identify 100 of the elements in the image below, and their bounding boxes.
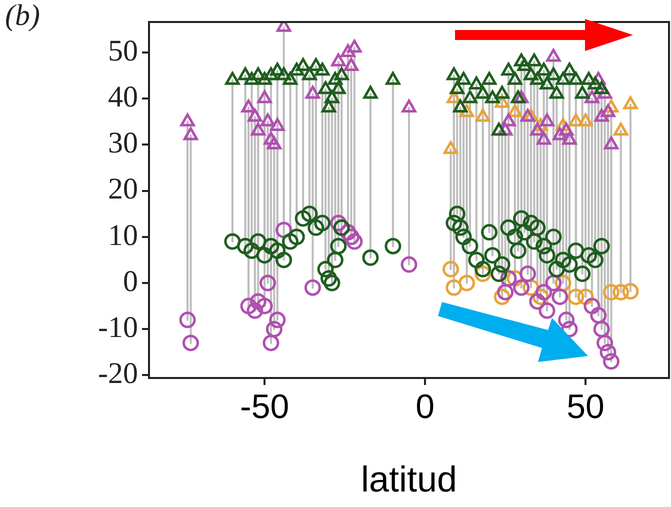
point: [334, 67, 349, 80]
point: [180, 113, 195, 126]
point: [556, 72, 570, 85]
point: [593, 238, 610, 254]
point: [331, 81, 346, 94]
x-tick-label: -50: [240, 388, 290, 426]
point: [305, 86, 320, 99]
point: [508, 104, 522, 118]
y-tick-label: 50: [108, 34, 138, 68]
point: [568, 113, 584, 126]
point: [622, 283, 639, 300]
point: [241, 100, 256, 113]
point: [324, 90, 340, 104]
point: [600, 104, 616, 118]
point: [260, 274, 276, 292]
point: [549, 86, 564, 99]
point: [494, 256, 510, 273]
point: [458, 274, 476, 292]
point: [179, 312, 196, 328]
point: [250, 233, 266, 250]
point: [244, 72, 260, 85]
point: [574, 266, 591, 282]
point: [326, 252, 344, 268]
point: [575, 86, 590, 99]
point: [593, 320, 610, 338]
point: [362, 249, 379, 266]
point: [476, 108, 490, 122]
point: [243, 242, 260, 259]
point: [294, 210, 312, 227]
point: [548, 260, 565, 278]
point: [344, 58, 359, 72]
y-tick-label: 0: [123, 264, 138, 298]
point: [508, 72, 522, 85]
point: [530, 72, 545, 85]
point: [529, 293, 546, 310]
point: [288, 228, 305, 246]
point: [584, 90, 600, 104]
point: [568, 72, 584, 85]
point: [536, 62, 552, 76]
point: [257, 90, 272, 104]
point: [468, 252, 485, 268]
point: [558, 122, 574, 136]
point: [331, 53, 346, 66]
point: [270, 118, 285, 131]
point: [568, 288, 584, 306]
point: [347, 40, 362, 53]
point: [456, 72, 471, 85]
y-tick-label: -20: [98, 357, 138, 390]
point: [506, 228, 524, 246]
point: [276, 67, 292, 80]
point: [536, 238, 552, 254]
point: [318, 81, 333, 94]
point: [269, 242, 286, 259]
point: [588, 76, 602, 90]
point: [501, 113, 516, 126]
point: [500, 219, 517, 236]
point: [320, 270, 338, 287]
point: [492, 122, 506, 136]
y-tick-label: 40: [108, 80, 138, 114]
point: [340, 44, 356, 58]
point: [446, 214, 462, 232]
point: [256, 247, 273, 264]
point: [346, 233, 363, 250]
point: [302, 67, 317, 80]
point: [484, 247, 501, 264]
point: [494, 86, 510, 99]
point: [596, 334, 614, 352]
point: [262, 334, 280, 352]
point: [328, 72, 342, 85]
point: [315, 62, 330, 76]
point: [526, 233, 542, 250]
point: [246, 302, 264, 319]
point: [384, 238, 402, 254]
y-tick-label: 20: [108, 172, 138, 206]
point: [448, 206, 466, 222]
point: [304, 279, 321, 296]
point: [490, 266, 508, 282]
point: [602, 284, 620, 300]
point: [321, 100, 336, 113]
point: [513, 210, 530, 227]
point: [262, 238, 280, 254]
point: [562, 132, 577, 145]
point: [324, 274, 340, 292]
point: [474, 260, 492, 278]
point: [330, 238, 347, 254]
point: [455, 228, 472, 246]
point: [183, 127, 198, 140]
point: [497, 284, 514, 300]
point: [612, 284, 630, 300]
y-tick-label: 10: [108, 218, 138, 252]
point: [578, 113, 593, 126]
point: [482, 72, 497, 85]
point: [256, 298, 273, 314]
point: [600, 344, 616, 360]
point: [554, 252, 572, 268]
point: [453, 100, 468, 113]
point: [538, 302, 556, 319]
point: [333, 219, 350, 236]
point: [545, 228, 562, 246]
point: [452, 219, 469, 236]
